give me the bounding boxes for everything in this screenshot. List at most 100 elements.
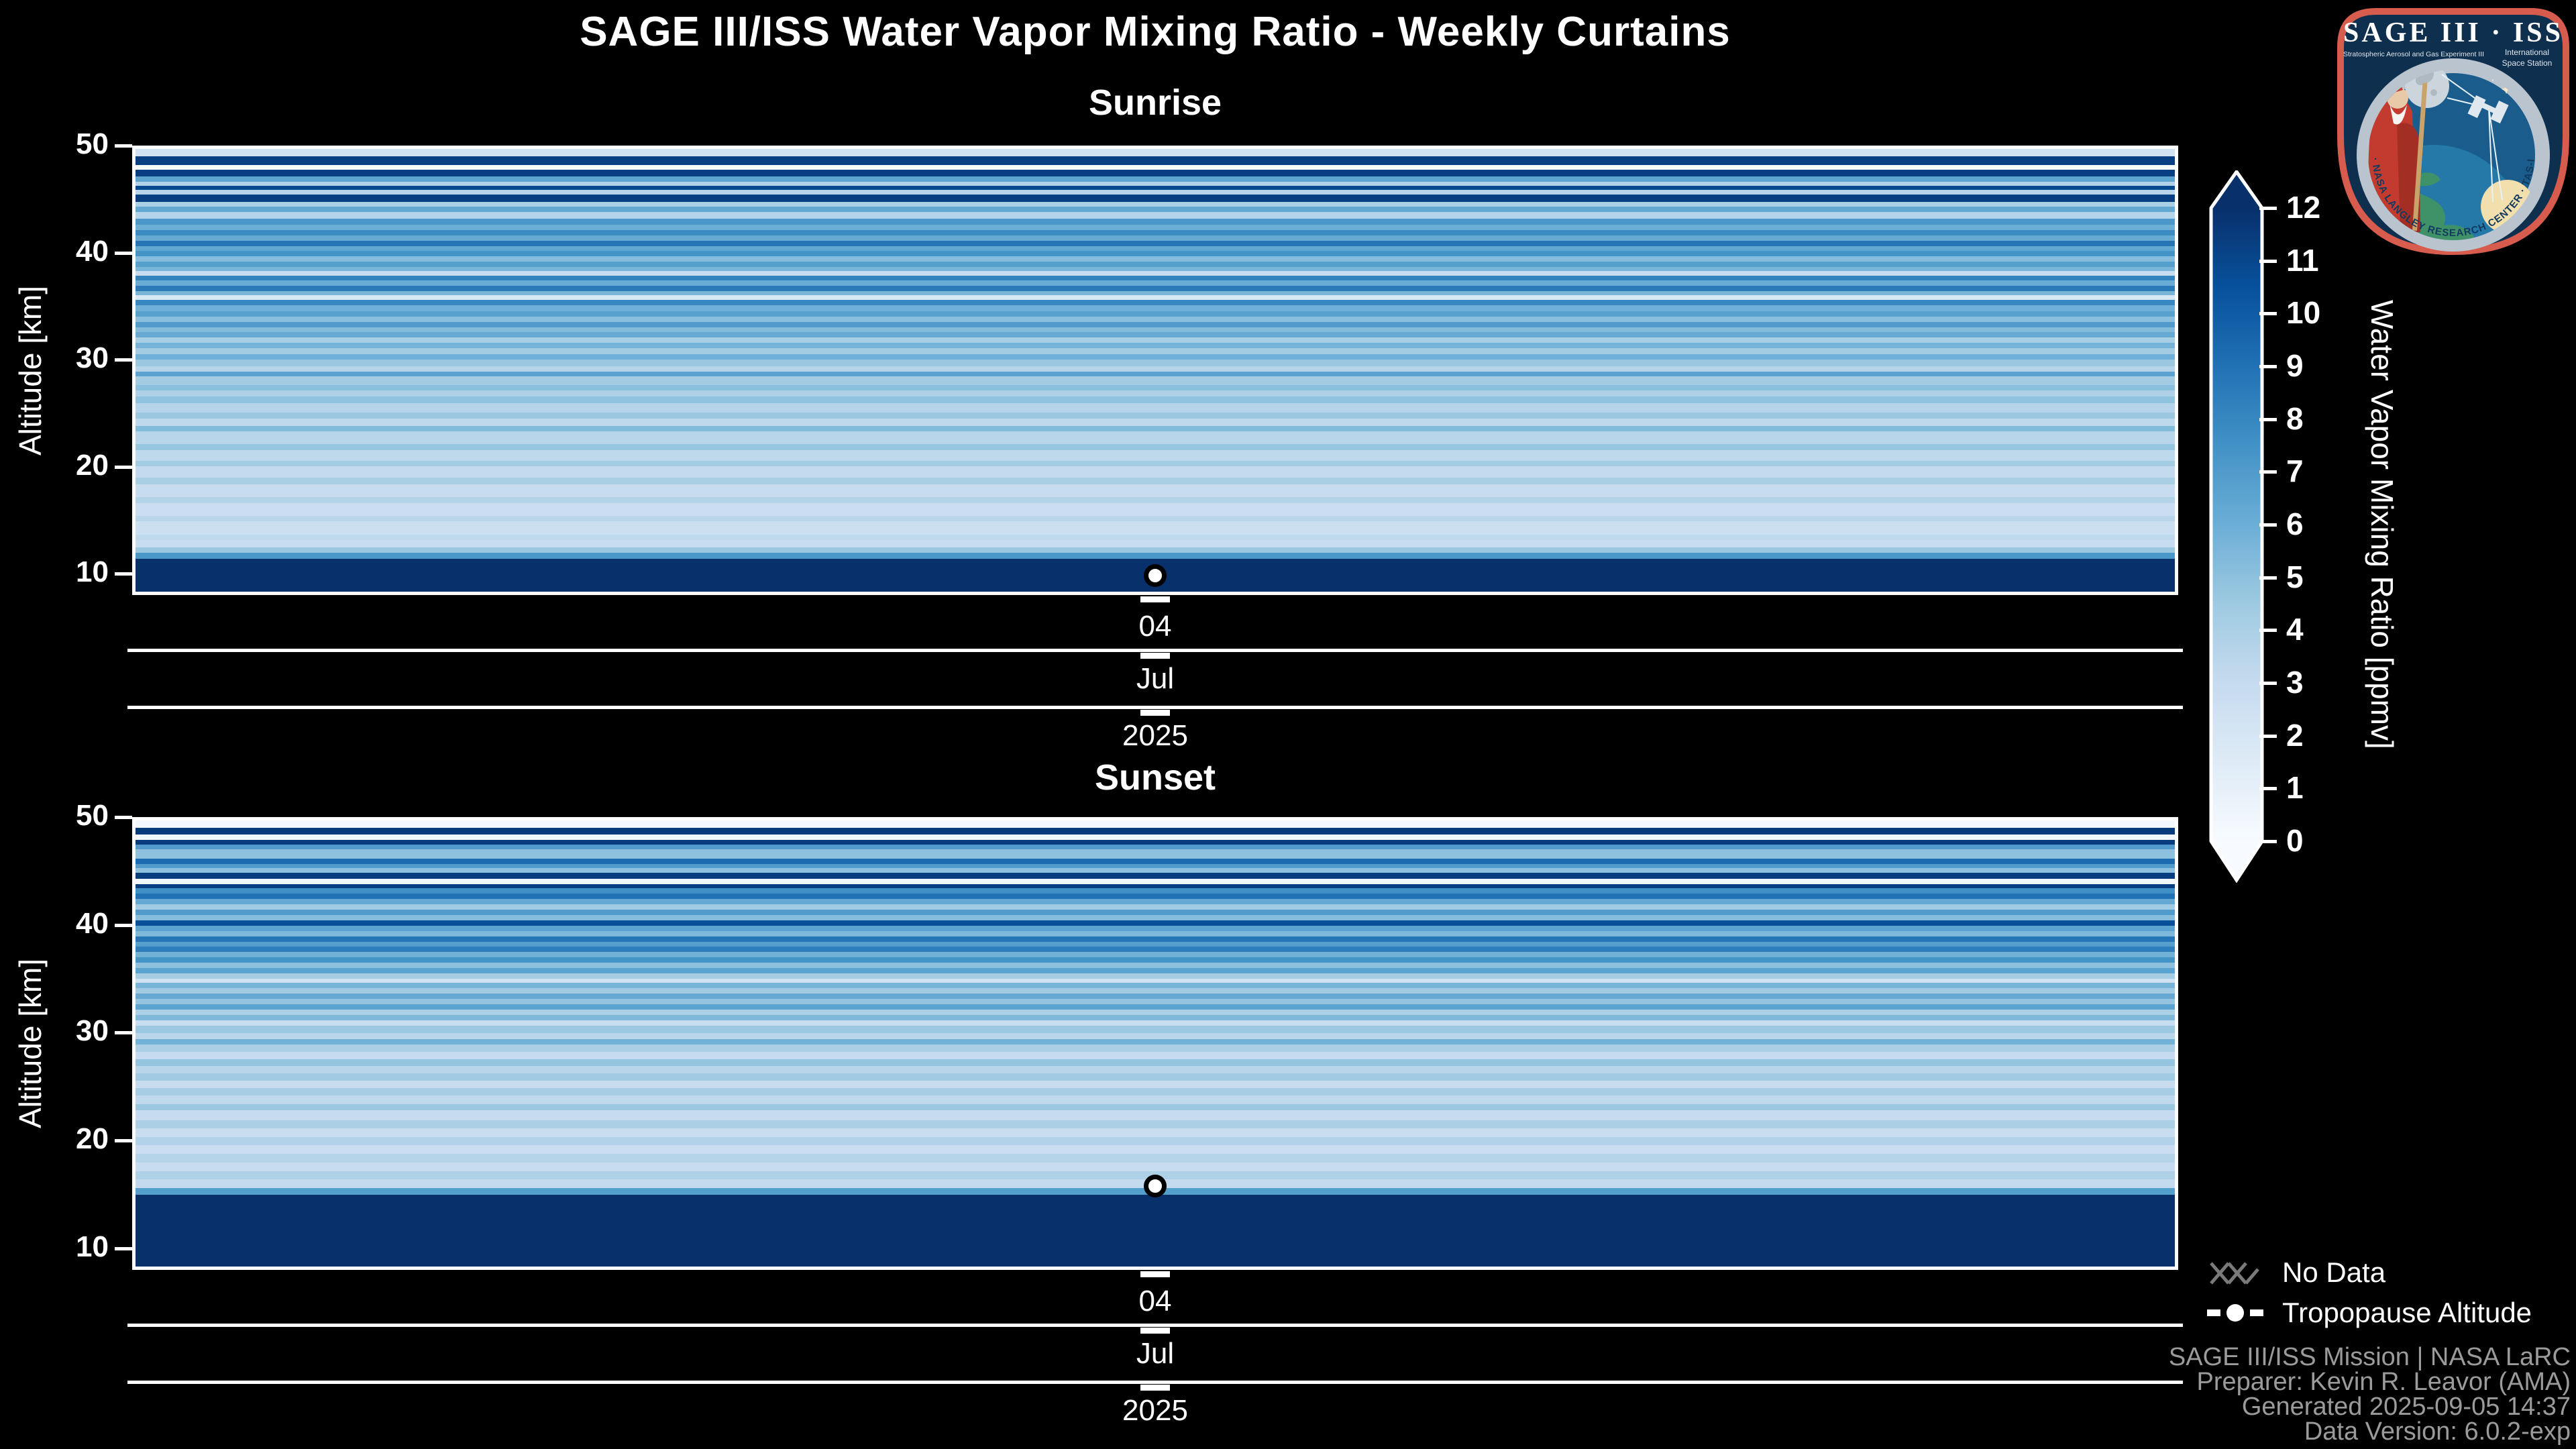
heatmap-band [136, 535, 2175, 541]
heatmap-band [136, 419, 2175, 427]
colorbar-tick-label: 4 [2286, 612, 2304, 647]
heatmap-band [136, 904, 2175, 910]
heatmap-band [136, 181, 2175, 186]
colorbar-tick-label: 7 [2286, 453, 2304, 489]
heatmap-band [136, 1004, 2175, 1010]
logo-ring [2357, 58, 2550, 252]
y-tick [115, 358, 132, 362]
heatmap-band [136, 1044, 2175, 1053]
heatmap-band [136, 983, 2175, 989]
logo-subtitle-right2: Space Station [2502, 58, 2553, 68]
heatmap-band [136, 859, 2175, 865]
heatmap-band [136, 1145, 2175, 1155]
colorbar-tick [2259, 365, 2277, 368]
heatmap-band [136, 371, 2175, 377]
heatmap-band [136, 503, 2175, 517]
colorbar-tick [2259, 629, 2277, 633]
y-tick [115, 144, 132, 148]
heatmap-band [136, 849, 2175, 859]
x-label-year: 2025 [1122, 1394, 1188, 1427]
footer-line-version: Data Version: 6.0.2-exp [2304, 1417, 2571, 1446]
heatmap-band [136, 321, 2175, 327]
colorbar-tick-label: 3 [2286, 665, 2304, 700]
heatmap-band [136, 256, 2175, 262]
heatmap-band [136, 262, 2175, 268]
logo-wizard [2368, 70, 2434, 232]
heatmap-band [136, 894, 2175, 900]
heatmap-band [136, 412, 2175, 419]
tropopause-marker [1144, 564, 1167, 588]
x-tick-year [1140, 710, 1170, 716]
tropopause-marker-icon [2207, 1304, 2263, 1322]
legend-label-tropopause: Tropopause Altitude [2282, 1297, 2532, 1328]
logo-beams [2441, 74, 2503, 203]
logo-moon-crater [2430, 89, 2437, 96]
colorbar-tick-label: 10 [2286, 295, 2321, 331]
heatmap-band [136, 360, 2175, 367]
heatmap-band [136, 1025, 2175, 1033]
footer-line-preparer: Preparer: Kevin R. Leavor (AMA) [2196, 1368, 2571, 1396]
heatmap-band [136, 156, 2175, 165]
heatmap-band [136, 920, 2175, 926]
heatmap-band [136, 1014, 2175, 1020]
heatmap-band [136, 930, 2175, 936]
heatmap-band [136, 521, 2175, 535]
heatmap-band [136, 1095, 2175, 1105]
x-tick-month [1140, 1328, 1170, 1334]
heatmap-band [136, 1128, 2175, 1138]
heatmap-band [136, 1059, 2175, 1067]
heatmap-band [136, 426, 2175, 432]
heatmap-band [136, 348, 2175, 355]
y-tick-label: 20 [76, 1122, 109, 1156]
heatmap-band [136, 963, 2175, 969]
heatmap-band [136, 396, 2175, 404]
heatmap-band [136, 207, 2175, 213]
tropopause-marker [1144, 1175, 1167, 1198]
colorbar-tick [2259, 576, 2277, 580]
heatmap-band [136, 201, 2175, 207]
y-tick [115, 1139, 132, 1143]
heatmap-band [136, 914, 2175, 921]
heatmap-band [136, 295, 2175, 301]
sage-iii-iss-logo: BALL · NASA LANGLEY RESEARCH CENTER · TA… [2333, 4, 2569, 255]
heatmap-band [136, 1073, 2175, 1081]
heatmap-band [136, 879, 2175, 885]
heatmap-band [136, 212, 2175, 219]
x-label-day: 04 [1138, 610, 1172, 643]
heatmap-band [136, 868, 2175, 873]
colorbar-tick-label: 9 [2286, 348, 2304, 383]
heatmap-band [136, 390, 2175, 397]
heatmap-band [136, 1052, 2175, 1060]
heatmap-band [136, 366, 2175, 372]
heatmap-band [136, 230, 2175, 236]
heatmap-band [136, 899, 2175, 905]
heatmap-band [136, 275, 2175, 281]
heatmap-band [136, 402, 2175, 413]
colorbar-label: Water Vapor Mixing Ratio [ppmv] [2365, 300, 2400, 749]
x-tick-day [1140, 1271, 1170, 1277]
heatmap-band [136, 496, 2175, 504]
heatmap-band [136, 431, 2175, 445]
heatmap-band [136, 450, 2175, 462]
heatmap-band [136, 994, 2175, 1000]
legend-row-no-data: No Data [2207, 1256, 2385, 1289]
heatmap-band [136, 1195, 2175, 1267]
colorbar-tick [2259, 734, 2277, 738]
heatmap-band [136, 515, 2175, 522]
y-tick-label: 20 [76, 448, 109, 482]
y-tick-label: 50 [76, 127, 109, 160]
heatmap-band [136, 999, 2175, 1005]
heatmap-band [136, 872, 2175, 879]
colorbar-tick [2259, 523, 2277, 527]
heatmap-band [136, 888, 2175, 894]
x-axis-separator [127, 1381, 2183, 1384]
colorbar-tick-label: 2 [2286, 717, 2304, 753]
heatmap-band [136, 466, 2175, 478]
heatmap-band [136, 540, 2175, 548]
heatmap-band [136, 1065, 2175, 1074]
x-tick-day [1140, 596, 1170, 602]
heatmap-band [136, 305, 2175, 312]
heatmap-band [136, 190, 2175, 195]
x-axis-separator [127, 1324, 2183, 1327]
